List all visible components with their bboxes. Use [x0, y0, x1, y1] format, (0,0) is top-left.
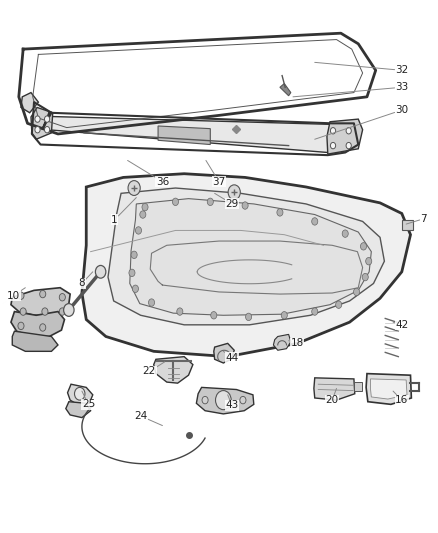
Circle shape [135, 227, 141, 234]
Circle shape [35, 116, 40, 122]
Circle shape [336, 301, 342, 309]
Circle shape [312, 217, 318, 225]
Bar [402, 220, 413, 230]
Circle shape [128, 181, 140, 196]
Circle shape [366, 257, 372, 265]
Polygon shape [327, 119, 363, 154]
Circle shape [240, 397, 246, 404]
Polygon shape [12, 331, 58, 351]
Circle shape [312, 308, 318, 316]
Polygon shape [314, 378, 355, 400]
Polygon shape [47, 116, 356, 152]
Bar [354, 382, 362, 391]
Text: 44: 44 [223, 351, 239, 362]
Circle shape [45, 126, 49, 133]
Circle shape [330, 127, 336, 134]
Text: 37: 37 [206, 160, 226, 187]
Circle shape [95, 265, 106, 278]
Circle shape [202, 397, 208, 404]
Circle shape [59, 308, 65, 316]
Circle shape [353, 288, 360, 296]
Circle shape [242, 202, 248, 209]
Circle shape [59, 294, 65, 301]
Circle shape [42, 308, 48, 316]
Circle shape [40, 290, 46, 298]
Circle shape [281, 312, 287, 319]
Circle shape [45, 116, 49, 122]
Text: 32: 32 [315, 62, 408, 75]
Circle shape [129, 269, 135, 277]
Polygon shape [21, 93, 39, 113]
Text: 8: 8 [78, 272, 93, 288]
Text: 10: 10 [7, 288, 25, 301]
Polygon shape [67, 384, 93, 406]
Polygon shape [130, 199, 371, 316]
Text: 16: 16 [393, 391, 408, 405]
Text: 43: 43 [226, 395, 239, 410]
Circle shape [207, 198, 213, 206]
Polygon shape [273, 334, 291, 350]
Polygon shape [196, 387, 254, 414]
Polygon shape [371, 379, 407, 399]
Circle shape [142, 204, 148, 211]
Polygon shape [11, 288, 70, 316]
Text: 36: 36 [127, 160, 169, 187]
Circle shape [18, 292, 24, 300]
Circle shape [148, 299, 155, 306]
Circle shape [132, 285, 138, 293]
Circle shape [342, 230, 348, 237]
Text: 18: 18 [289, 338, 304, 349]
Text: 24: 24 [134, 411, 162, 425]
Circle shape [360, 243, 367, 250]
Circle shape [346, 142, 351, 149]
Circle shape [20, 308, 26, 316]
Text: 42: 42 [393, 320, 408, 330]
Circle shape [173, 198, 179, 206]
Polygon shape [108, 188, 385, 325]
Polygon shape [11, 312, 64, 336]
Text: 30: 30 [315, 105, 408, 139]
Circle shape [277, 209, 283, 216]
Circle shape [35, 126, 40, 133]
Circle shape [64, 304, 74, 317]
Polygon shape [280, 84, 291, 96]
Text: 25: 25 [82, 391, 95, 409]
Polygon shape [366, 374, 411, 405]
Circle shape [140, 211, 146, 218]
Circle shape [228, 185, 240, 200]
Polygon shape [66, 402, 91, 418]
Text: 20: 20 [325, 389, 339, 405]
Circle shape [177, 308, 183, 316]
Polygon shape [214, 343, 234, 363]
Text: 29: 29 [215, 193, 239, 209]
Text: 33: 33 [293, 82, 408, 97]
Circle shape [74, 387, 85, 400]
Circle shape [131, 251, 137, 259]
Circle shape [18, 322, 24, 329]
Circle shape [330, 142, 336, 149]
Circle shape [40, 324, 46, 331]
Polygon shape [154, 357, 193, 383]
Polygon shape [158, 126, 210, 144]
Circle shape [211, 312, 217, 319]
Circle shape [362, 273, 368, 281]
Polygon shape [82, 174, 410, 357]
Circle shape [215, 391, 231, 410]
Circle shape [246, 313, 252, 320]
Circle shape [346, 127, 351, 134]
Polygon shape [31, 108, 53, 139]
Text: 1: 1 [111, 198, 136, 225]
Text: 7: 7 [406, 214, 427, 224]
Text: 22: 22 [143, 362, 165, 376]
